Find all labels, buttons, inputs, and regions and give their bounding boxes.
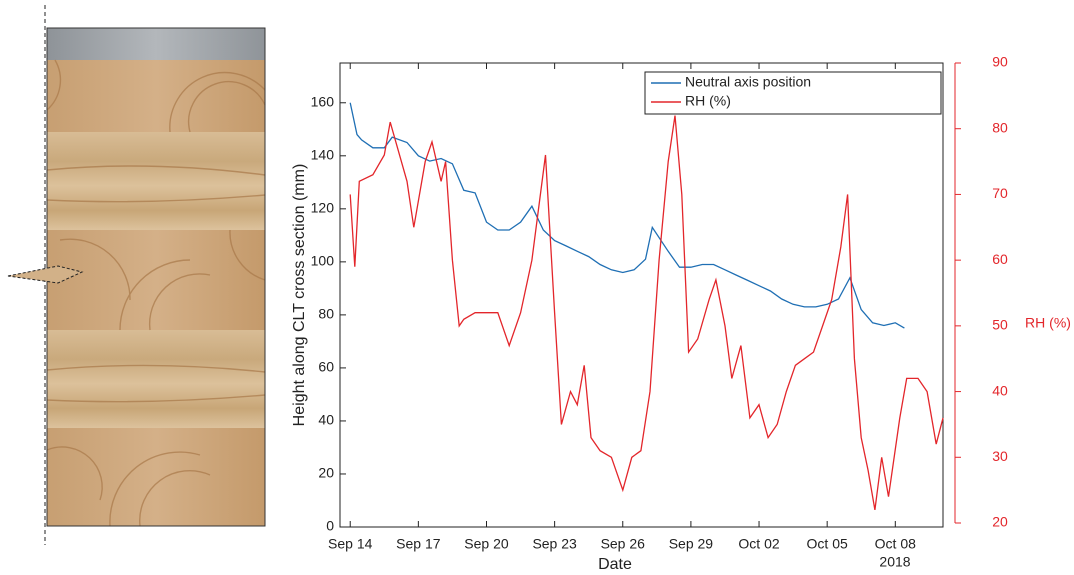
y-axis-label: Height along CLT cross section (mm) bbox=[291, 164, 308, 427]
y-tick-label: 140 bbox=[311, 147, 335, 163]
y2-axis-label: RH (%) bbox=[1025, 315, 1071, 331]
x-tick-label: Sep 26 bbox=[601, 536, 646, 552]
y2-tick-label: 80 bbox=[992, 119, 1008, 135]
legend-box bbox=[644, 71, 942, 115]
cross-layer bbox=[47, 230, 265, 330]
y-tick-label: 0 bbox=[326, 518, 334, 534]
y2-tick-label: 70 bbox=[992, 185, 1008, 201]
y2-tick-label: 50 bbox=[992, 317, 1008, 333]
y-tick-label: 160 bbox=[311, 93, 335, 109]
x-year-label: 2018 bbox=[879, 554, 910, 570]
cross-layer bbox=[47, 60, 265, 132]
legend-label: RH (%) bbox=[685, 93, 731, 109]
legend-label: Neutral axis position bbox=[685, 74, 811, 90]
x-tick-label: Oct 02 bbox=[738, 536, 779, 552]
y2-tick-label: 30 bbox=[992, 448, 1008, 464]
long-layer bbox=[47, 132, 265, 230]
x-tick-label: Sep 29 bbox=[669, 536, 714, 552]
y-tick-label: 20 bbox=[318, 465, 334, 481]
cross-layer bbox=[47, 428, 265, 526]
long-layer bbox=[47, 330, 265, 428]
x-tick-label: Sep 23 bbox=[532, 536, 577, 552]
growth-rings bbox=[46, 59, 266, 527]
x-axis-label: Date bbox=[598, 556, 632, 573]
y2-tick-label: 90 bbox=[992, 54, 1008, 70]
x-tick-label: Sep 17 bbox=[396, 536, 441, 552]
x-tick-label: Sep 14 bbox=[328, 536, 373, 552]
y-tick-label: 60 bbox=[318, 359, 334, 375]
y-tick-label: 40 bbox=[318, 412, 334, 428]
data-line bbox=[349, 115, 944, 511]
steel-plate bbox=[47, 28, 265, 60]
x-tick-label: Oct 05 bbox=[807, 536, 848, 552]
x-tick-label: Oct 08 bbox=[875, 536, 916, 552]
y2-tick-label: 40 bbox=[992, 382, 1008, 398]
clt-illustration bbox=[7, 5, 266, 545]
y2-tick-label: 20 bbox=[992, 514, 1008, 530]
x-tick-label: Sep 20 bbox=[464, 536, 509, 552]
data-line bbox=[349, 102, 905, 329]
y2-tick-label: 60 bbox=[992, 251, 1008, 267]
plot-frame bbox=[339, 62, 944, 528]
y-tick-label: 120 bbox=[311, 200, 335, 216]
notch bbox=[7, 265, 84, 284]
y-tick-label: 80 bbox=[318, 306, 334, 322]
y-tick-label: 100 bbox=[311, 253, 335, 269]
